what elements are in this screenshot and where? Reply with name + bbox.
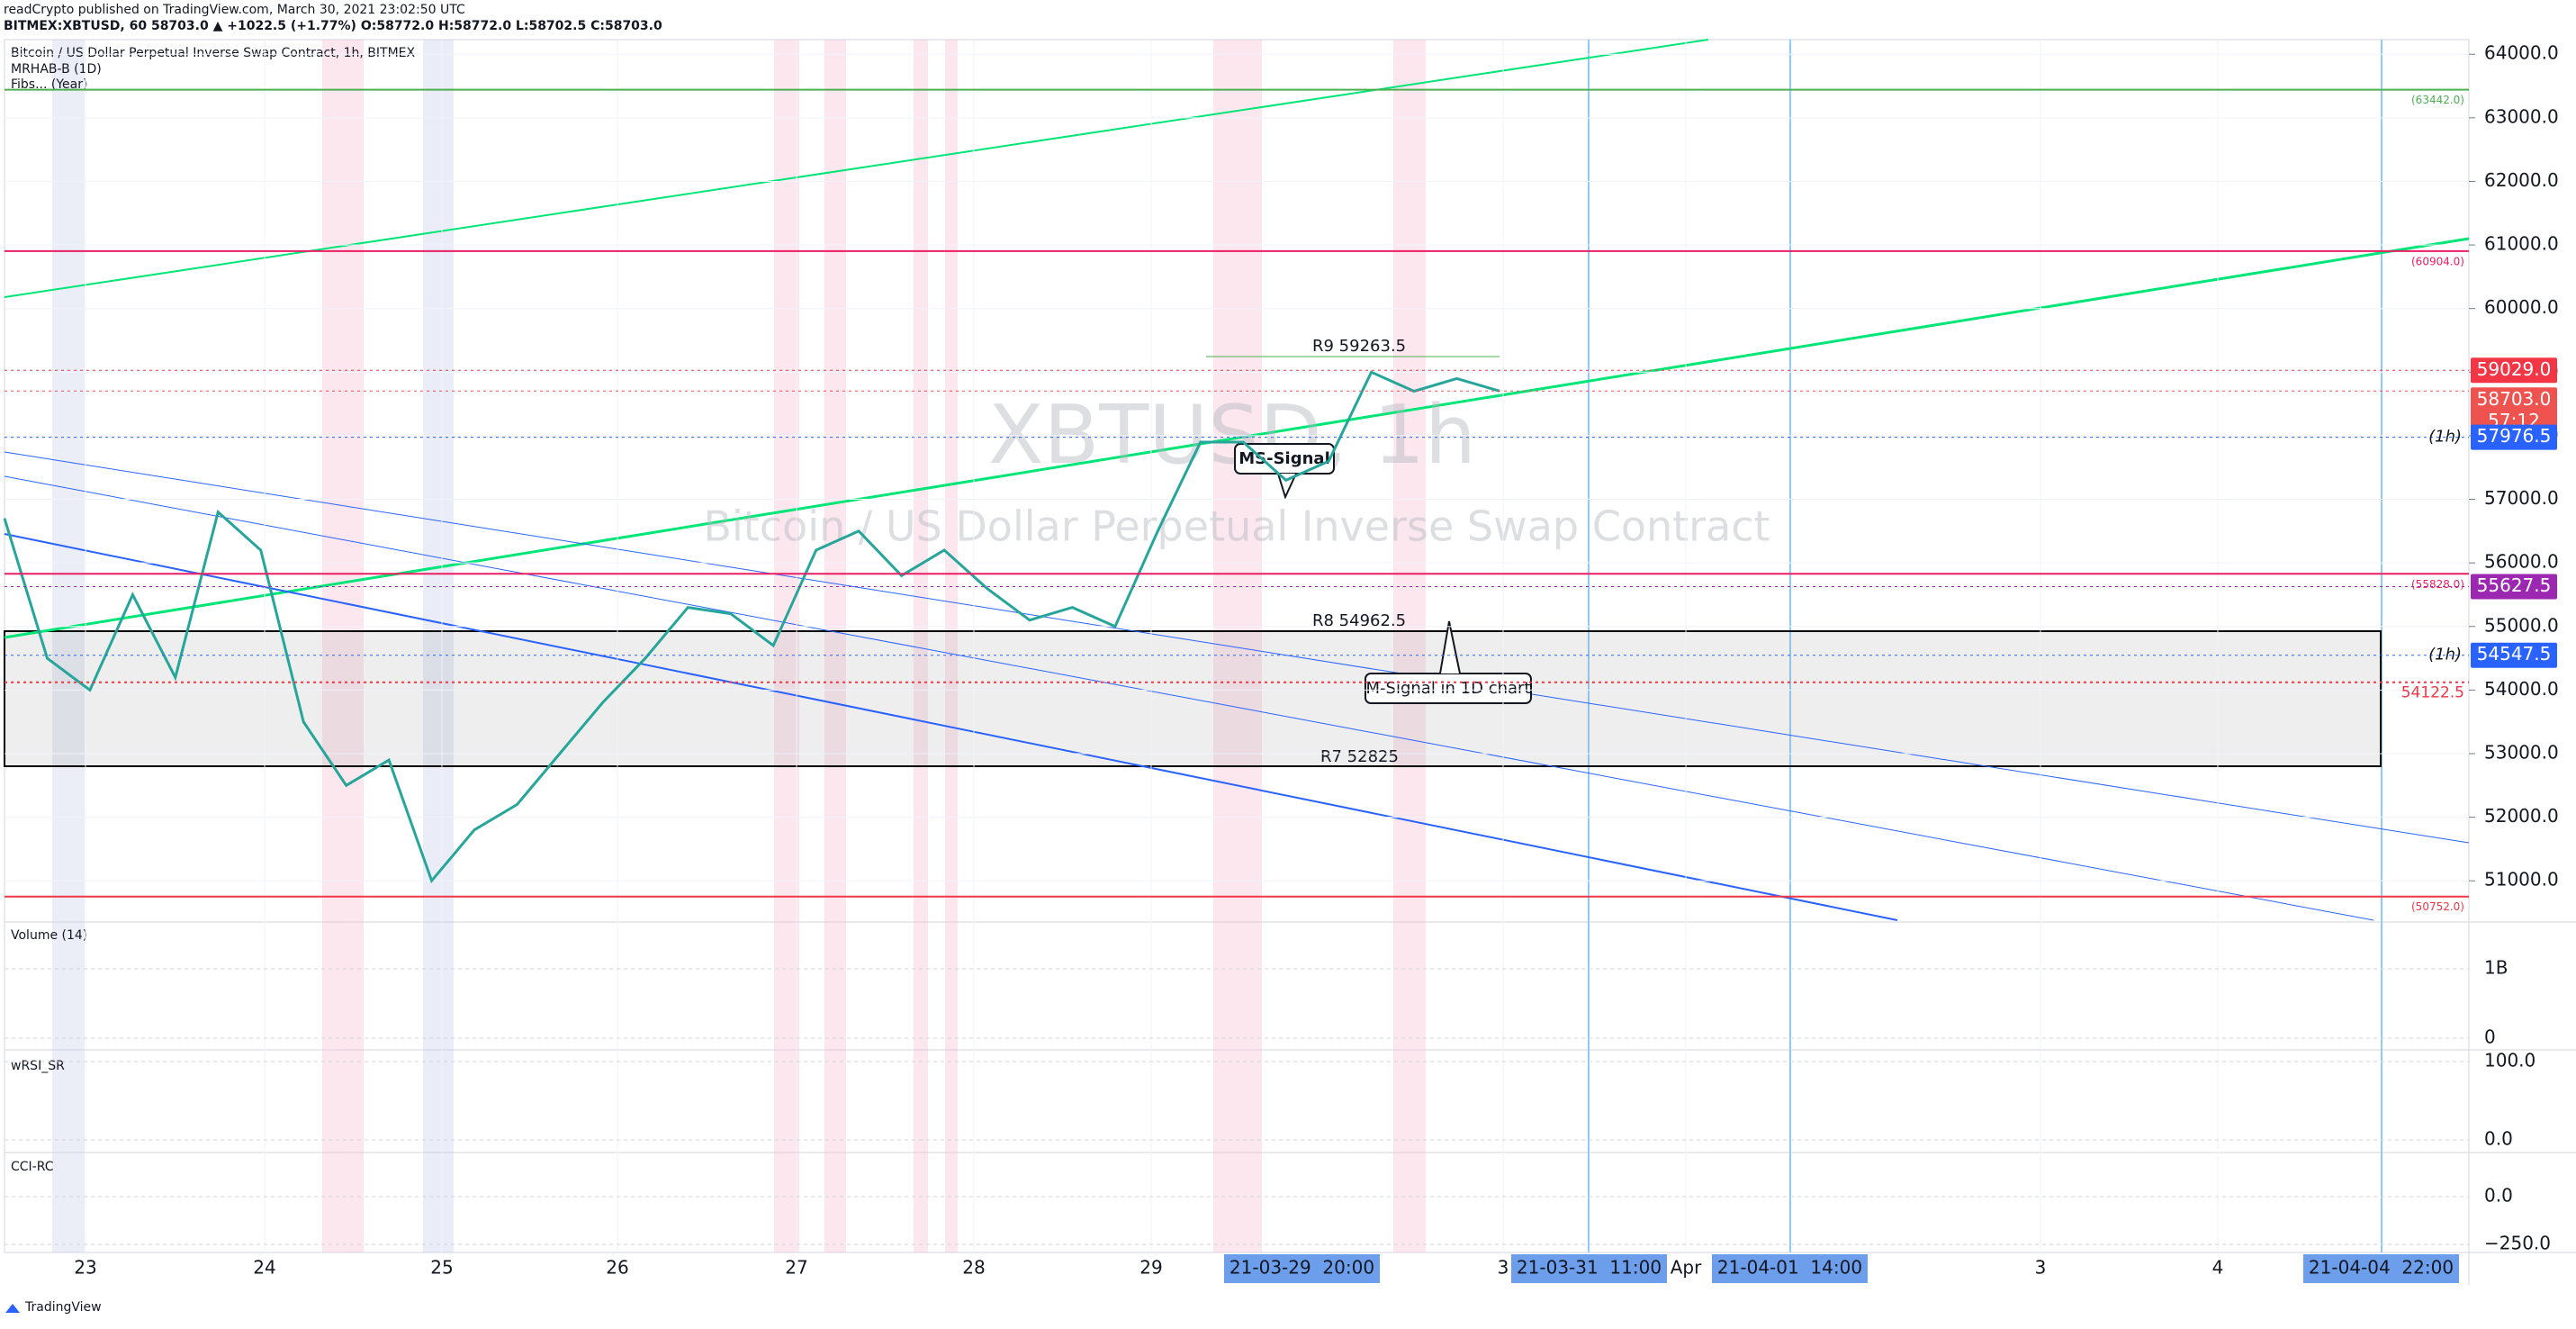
trend-line — [4, 533, 1898, 921]
time-highlight-label: 21-03-31 11:00 — [1517, 1257, 1662, 1279]
band — [1213, 40, 1262, 1252]
time-highlight — [1224, 1254, 1380, 1283]
band — [52, 40, 85, 1252]
pane-title: Volume (14) — [11, 928, 87, 943]
band — [824, 40, 846, 1252]
pane-tick-label: 1B — [2484, 957, 2508, 979]
x-tick-label: 24 — [253, 1257, 275, 1279]
callout-text: M-Signal in 1D chart — [1366, 679, 1531, 698]
y-tick-label: 54000.0 — [2484, 678, 2559, 700]
time-highlight-label: 21-03-29 20:00 — [1229, 1257, 1374, 1279]
level-label: (50752.0) — [2411, 900, 2464, 913]
x-tick-label: 3 — [2035, 1257, 2047, 1279]
band — [1393, 40, 1426, 1252]
x-tick-label: Apr — [1671, 1257, 1702, 1279]
callout-pointer — [1439, 620, 1461, 674]
price-line — [3, 370, 1500, 884]
y-tick-label: 52000.0 — [2484, 805, 2559, 827]
price-label-box — [2471, 642, 2557, 668]
y-tick-label: 57000.0 — [2484, 487, 2559, 509]
watermark-description: Bitcoin / US Dollar Perpetual Inverse Sw… — [703, 502, 1770, 551]
time-highlight — [1511, 1254, 1667, 1283]
legend-indicator: MRHAB-B (1D) — [11, 62, 102, 77]
x-tick-label: 29 — [1139, 1257, 1162, 1279]
price-label-box — [2471, 387, 2557, 435]
x-tick-label: 28 — [962, 1257, 985, 1279]
price-label: 59029.0 — [2477, 358, 2552, 380]
x-tick-label: 25 — [430, 1257, 453, 1279]
footer[interactable]: TradingView — [24, 1300, 102, 1315]
x-tick-label: 27 — [785, 1257, 807, 1279]
trend-line — [4, 475, 2374, 921]
y-tick-label: 61000.0 — [2484, 233, 2559, 255]
y-tick-label: 60000.0 — [2484, 296, 2559, 318]
time-highlight — [2303, 1254, 2459, 1283]
band — [774, 40, 799, 1252]
x-tick-label: 26 — [606, 1257, 628, 1279]
chart-layout: XBTUSD, 1h Bitcoin / US Dollar Perpetual… — [4, 39, 2576, 1315]
callout-text: MS-Signal — [1238, 449, 1330, 468]
price-label-tag: (1h) — [2428, 428, 2462, 447]
y-tick-label: 63000.0 — [2484, 105, 2559, 127]
pane-title: CCI-RC — [11, 1160, 54, 1174]
y-tick-label: 55000.0 — [2484, 614, 2559, 636]
price-label: 55627.5 — [2477, 574, 2552, 596]
band — [423, 40, 454, 1252]
header-line1: readCrypto published on TradingView.com,… — [4, 3, 465, 17]
trend-line — [4, 451, 2470, 844]
level-label: (55828.0) — [2411, 578, 2464, 591]
y-tick-label: 53000.0 — [2484, 741, 2559, 763]
pane-title: wRSI_SR — [11, 1059, 65, 1073]
x-tick-label: 3 — [1498, 1257, 1509, 1279]
x-tick-label: 4 — [2212, 1257, 2224, 1279]
legend-indicator: Fibs... (Year) — [11, 77, 87, 92]
logo — [5, 1304, 20, 1313]
header-line2: BITMEX:XBTUSD, 60 58703.0 ▲ +1022.5 (+1.… — [4, 19, 662, 33]
level-label: 54122.5 — [2401, 684, 2464, 702]
price-label: 58703.0 — [2477, 388, 2552, 410]
watermark-symbol: XBTUSD, 1h — [988, 388, 1476, 483]
price-label: 57976.5 — [2477, 425, 2552, 447]
time-highlight — [1712, 1254, 1868, 1283]
x-tick-label: 23 — [74, 1257, 96, 1279]
annotation: R8 54962.5 — [1312, 611, 1406, 630]
callout-pointer — [1277, 473, 1297, 500]
pane-tick-label: 100.0 — [2484, 1049, 2535, 1071]
y-tick-label: 62000.0 — [2484, 169, 2559, 191]
pane-tick-label: 0 — [2484, 1026, 2496, 1047]
y-tick-label: 56000.0 — [2484, 551, 2559, 573]
price-label-box — [2471, 424, 2557, 450]
band — [945, 40, 958, 1252]
y-tick-label: 51000.0 — [2484, 869, 2559, 891]
annotation: R7 52825 — [1320, 747, 1399, 766]
level-label: (63442.0) — [2411, 94, 2464, 106]
time-highlight-label: 21-04-04 22:00 — [2309, 1257, 2454, 1279]
y-tick-label: 64000.0 — [2484, 42, 2559, 64]
price-label: 54547.5 — [2477, 643, 2552, 664]
price-label-box — [2471, 357, 2557, 384]
price-label-tag: (1h) — [2428, 646, 2462, 664]
pane-tick-label: 0.0 — [2484, 1184, 2513, 1206]
trend-line — [4, 39, 1709, 298]
band — [914, 40, 928, 1252]
signal-bands — [52, 40, 1426, 1252]
price-label-box — [2471, 574, 2557, 600]
band — [322, 40, 364, 1252]
level-label: (60904.0) — [2411, 255, 2464, 267]
trend-line — [4, 237, 2470, 639]
pane-tick-label: 0.0 — [2484, 1127, 2513, 1149]
annotation: R9 59263.5 — [1312, 337, 1406, 356]
legend-title: Bitcoin / US Dollar Perpetual Inverse Sw… — [11, 46, 415, 60]
time-highlight-label: 21-04-01 14:00 — [1717, 1257, 1862, 1279]
pane-tick-label: −250.0 — [2484, 1233, 2551, 1254]
